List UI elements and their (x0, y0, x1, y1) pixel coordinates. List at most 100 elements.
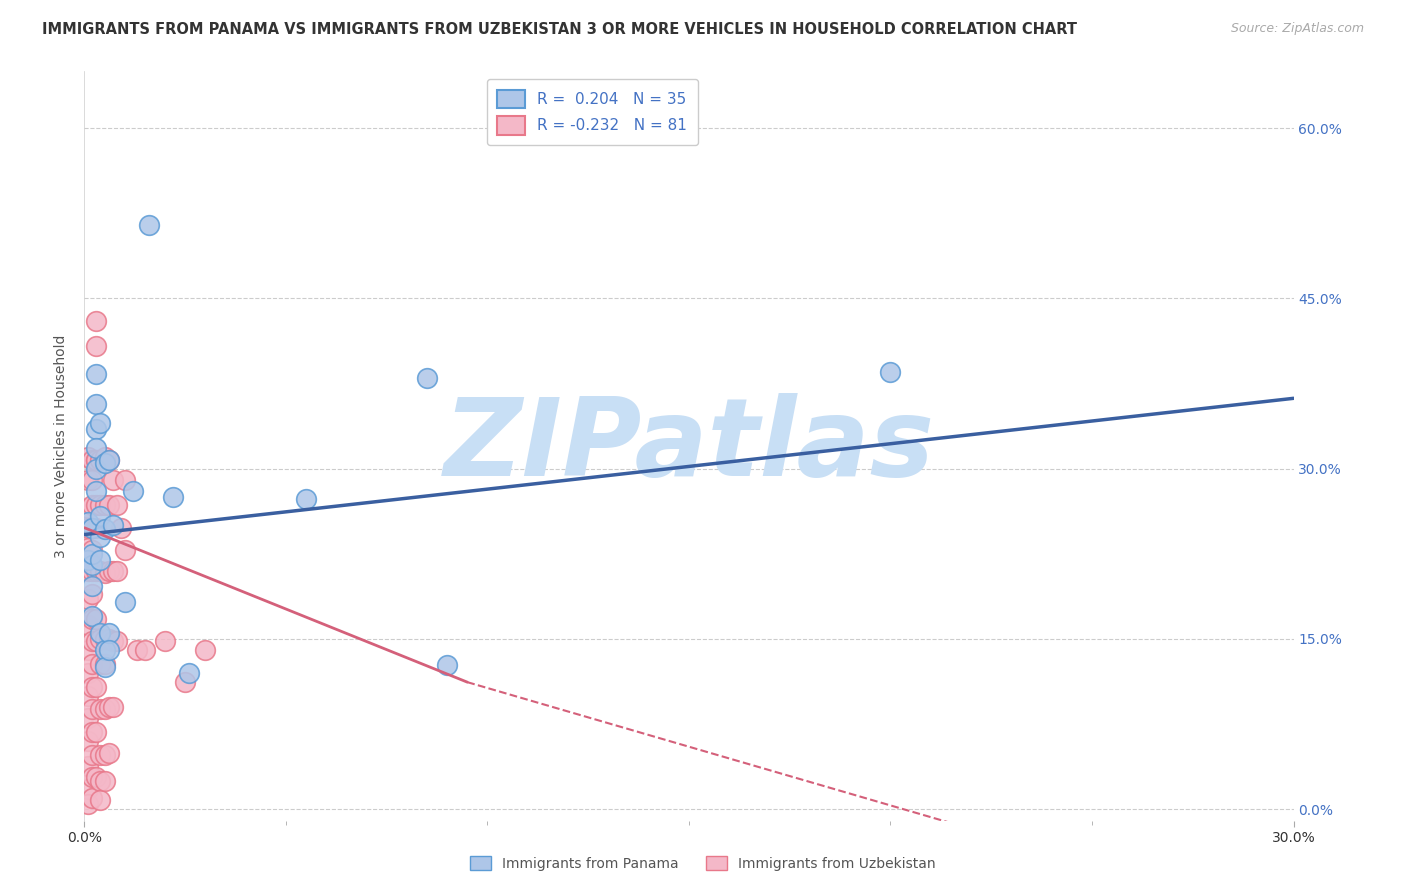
Point (86, 521, 108, 535)
Point (86, 339, 108, 353)
Point (93, 632, 115, 646)
Point (82, 521, 104, 535)
Point (93, 522, 115, 536)
Point (89, 452, 111, 467)
Point (93, 450, 115, 465)
Text: Source: ZipAtlas.com: Source: ZipAtlas.com (1230, 22, 1364, 36)
Point (97, 452, 120, 467)
Point (86, 484, 108, 499)
Point (77, 711, 100, 725)
Point (86, 452, 108, 467)
Point (89, 657, 111, 671)
Point (86, 461, 108, 475)
Point (93, 456, 115, 470)
Point (82, 564, 104, 578)
Point (93, 773, 115, 788)
Point (89, 773, 111, 788)
Point (174, 675, 197, 690)
Point (93, 660, 115, 674)
Point (93, 643, 115, 657)
Point (97, 643, 120, 657)
Point (105, 498, 128, 512)
Point (77, 450, 100, 465)
Point (93, 702, 115, 716)
Point (89, 498, 111, 512)
Point (82, 791, 104, 805)
Point (86, 397, 108, 411)
Text: IMMIGRANTS FROM PANAMA VS IMMIGRANTS FROM UZBEKISTAN 3 OR MORE VEHICLES IN HOUSE: IMMIGRANTS FROM PANAMA VS IMMIGRANTS FRO… (42, 22, 1077, 37)
Point (179, 666, 201, 681)
Point (89, 626, 111, 640)
Point (82, 702, 104, 716)
Point (82, 558, 104, 573)
Point (77, 541, 100, 556)
Legend: R =  0.204   N = 35, R = -0.232   N = 81: R = 0.204 N = 35, R = -0.232 N = 81 (486, 79, 697, 145)
Point (101, 634, 124, 648)
Point (101, 473, 124, 487)
Point (93, 657, 115, 671)
Point (82, 634, 104, 648)
Point (97, 746, 120, 760)
Point (97, 452, 120, 467)
Point (416, 371, 439, 385)
Point (77, 501, 100, 516)
Point (86, 498, 108, 512)
Point (89, 417, 111, 431)
Point (114, 543, 136, 558)
Point (86, 452, 108, 467)
Point (110, 521, 132, 535)
Point (134, 643, 156, 657)
Point (82, 547, 104, 561)
Point (114, 594, 136, 608)
Point (86, 368, 108, 382)
Point (82, 543, 104, 558)
Point (436, 658, 458, 673)
Point (97, 498, 120, 512)
Point (101, 564, 124, 578)
Point (114, 473, 136, 487)
Point (77, 473, 100, 487)
Point (77, 521, 100, 535)
Point (295, 492, 318, 507)
Point (101, 518, 124, 533)
Point (101, 700, 124, 714)
Point (82, 771, 104, 785)
Point (86, 771, 108, 785)
Point (89, 632, 111, 646)
Point (89, 552, 111, 566)
Point (82, 498, 104, 512)
Point (105, 634, 128, 648)
Point (77, 564, 100, 578)
Point (82, 725, 104, 739)
Point (89, 509, 111, 524)
Point (82, 611, 104, 625)
Point (77, 666, 100, 681)
Point (105, 564, 128, 578)
Point (125, 643, 148, 657)
Point (194, 643, 217, 657)
Point (77, 552, 100, 566)
Point (89, 530, 111, 544)
Point (879, 365, 901, 379)
Point (77, 689, 100, 703)
Point (82, 586, 104, 600)
Point (82, 473, 104, 487)
Point (86, 611, 108, 625)
Text: ZIPatlas: ZIPatlas (443, 393, 935, 499)
Point (121, 484, 143, 499)
Point (97, 700, 120, 714)
Point (93, 498, 115, 512)
Point (77, 515, 100, 529)
Point (138, 218, 160, 232)
Point (153, 634, 176, 648)
Point (86, 564, 108, 578)
Point (89, 564, 111, 578)
Point (82, 579, 104, 593)
Point (77, 759, 100, 773)
Point (77, 781, 100, 796)
Point (97, 564, 120, 578)
Point (86, 634, 108, 648)
Legend: Immigrants from Panama, Immigrants from Uzbekistan: Immigrants from Panama, Immigrants from … (464, 850, 942, 876)
Point (162, 490, 184, 504)
Point (82, 521, 104, 535)
